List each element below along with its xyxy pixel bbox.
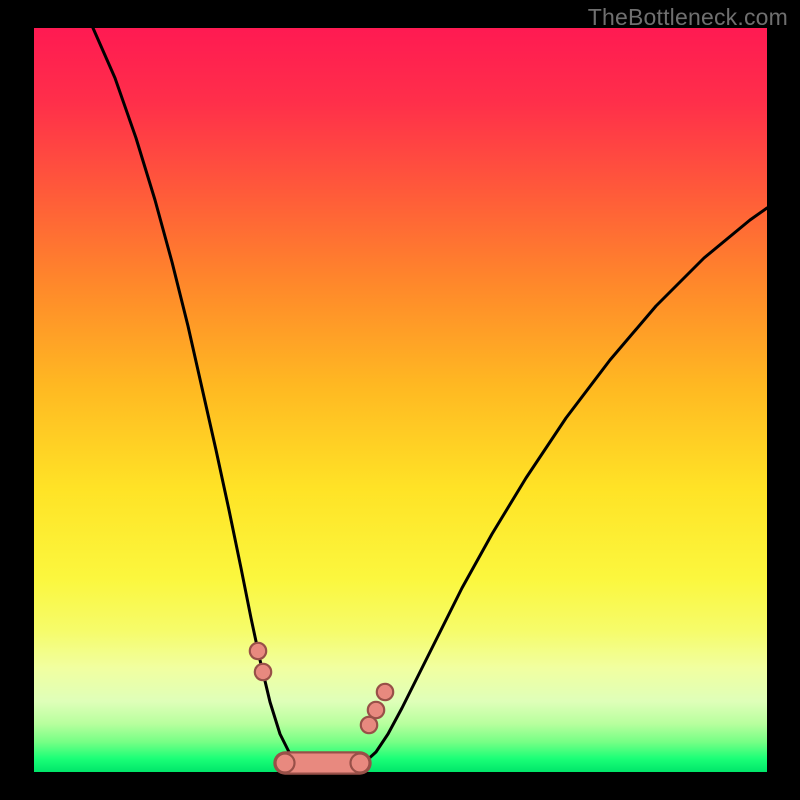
canvas: TheBottleneck.com: [0, 0, 800, 800]
chart-background: [34, 28, 767, 772]
marker-right-2: [361, 717, 377, 733]
marker-bar-endcap-0: [276, 754, 295, 773]
chart-svg: [0, 0, 800, 800]
marker-right-1: [368, 702, 384, 718]
marker-bar-endcap-1: [351, 754, 370, 773]
marker-left-0: [250, 643, 266, 659]
watermark-text: TheBottleneck.com: [588, 4, 788, 31]
marker-right-0: [377, 684, 393, 700]
marker-left-1: [255, 664, 271, 680]
